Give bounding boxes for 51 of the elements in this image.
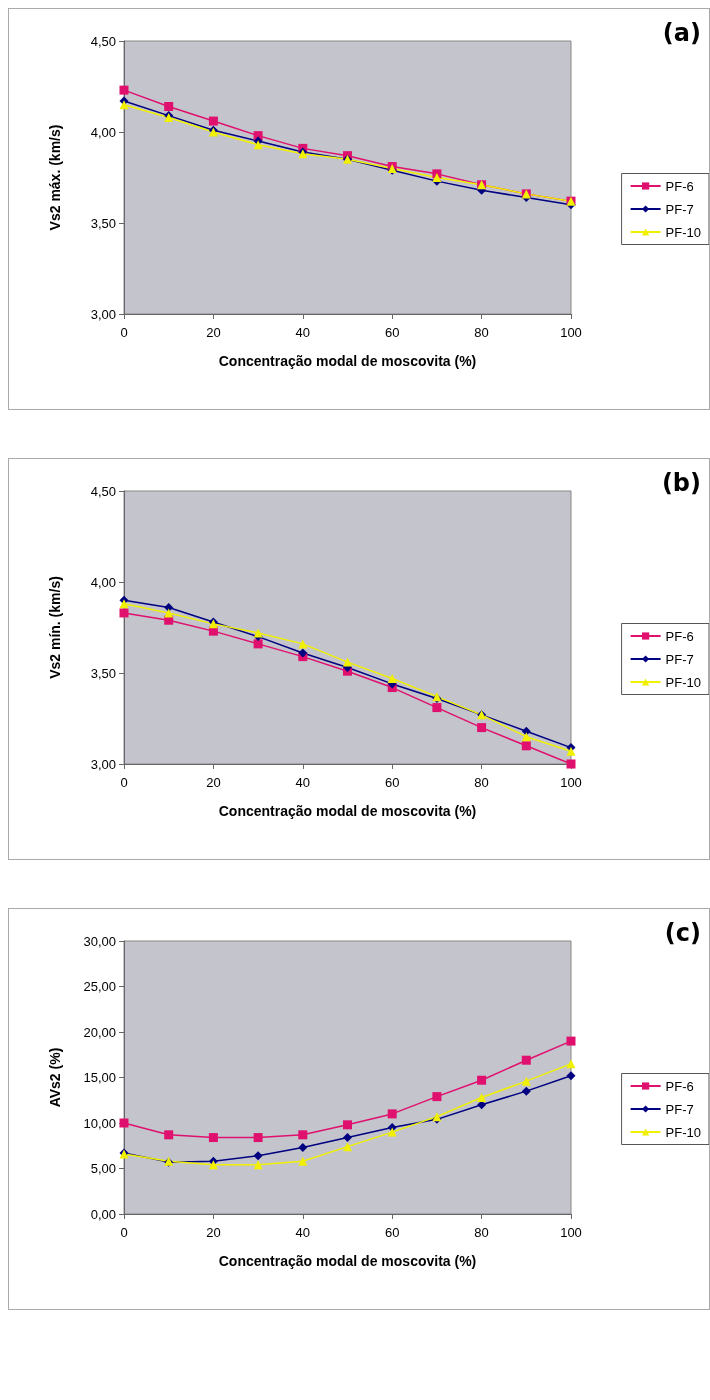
legend-label: PF-6 [665,178,694,194]
y-tick-label: 5,00 [90,1161,116,1176]
x-axis-title: Concentração modal de moscovita (%) [218,1253,477,1269]
x-tick-label: 0 [120,1225,128,1240]
legend-label: PF-6 [665,628,694,644]
y-axis-title: AVs2 (%) [47,1047,63,1108]
x-axis-title: Concentração modal de moscovita (%) [218,803,477,819]
y-tick-label: 3,00 [90,756,116,772]
legend-label: PF-7 [665,651,694,667]
text: (a) [662,19,702,47]
legend-label: PF-7 [665,201,694,217]
y-tick-label: 0,00 [90,1206,116,1222]
x-tick-label: 40 [295,1225,311,1240]
y-tick-label: 4,50 [90,483,116,499]
x-tick-label: 100 [560,775,582,790]
x-tick-label: 80 [474,325,489,340]
x-tick-label: 0 [120,775,128,790]
legend-label: PF-6 [665,1078,694,1094]
legend-label: PF-10 [665,674,702,690]
x-tick-label: 80 [474,775,489,790]
y-tick-label: 3,00 [90,306,116,322]
x-tick-label: 60 [384,775,400,790]
x-tick-label: 100 [560,1225,582,1240]
legend-label: PF-10 [665,224,702,240]
x-tick-label: 20 [206,325,221,340]
y-tick-label: 4,00 [90,574,116,590]
legend-label: PF-7 [665,1101,694,1117]
text: (b) [661,469,702,497]
x-tick-label: 60 [384,325,400,340]
x-tick-label: 20 [206,1225,221,1240]
y-tick-label: 25,00 [83,979,116,994]
y-axis-title: Vs2 máx. (km/s) [47,124,63,231]
y-tick-label: 4,50 [90,33,116,49]
y-tick-label: 3,50 [90,215,116,231]
x-tick-label: 80 [474,1225,489,1240]
y-tick-label: 3,50 [90,665,116,681]
x-tick-label: 0 [120,325,128,340]
x-tick-label: 20 [206,775,221,790]
x-tick-label: 60 [384,1225,400,1240]
x-axis-title: Concentração modal de moscovita (%) [218,353,477,369]
text: (c) [664,919,702,947]
legend-label: PF-10 [665,1124,702,1140]
y-tick-label: 20,00 [83,1024,116,1040]
y-tick-label: 15,00 [83,1070,116,1085]
y-tick-label: 4,00 [90,124,116,140]
x-tick-label: 40 [295,325,311,340]
y-tick-label: 10,00 [83,1115,116,1131]
x-tick-label: 100 [560,325,582,340]
y-tick-label: 30,00 [83,933,116,949]
y-axis-title: Vs2 mín. (km/s) [47,576,63,679]
x-tick-label: 40 [295,775,311,790]
